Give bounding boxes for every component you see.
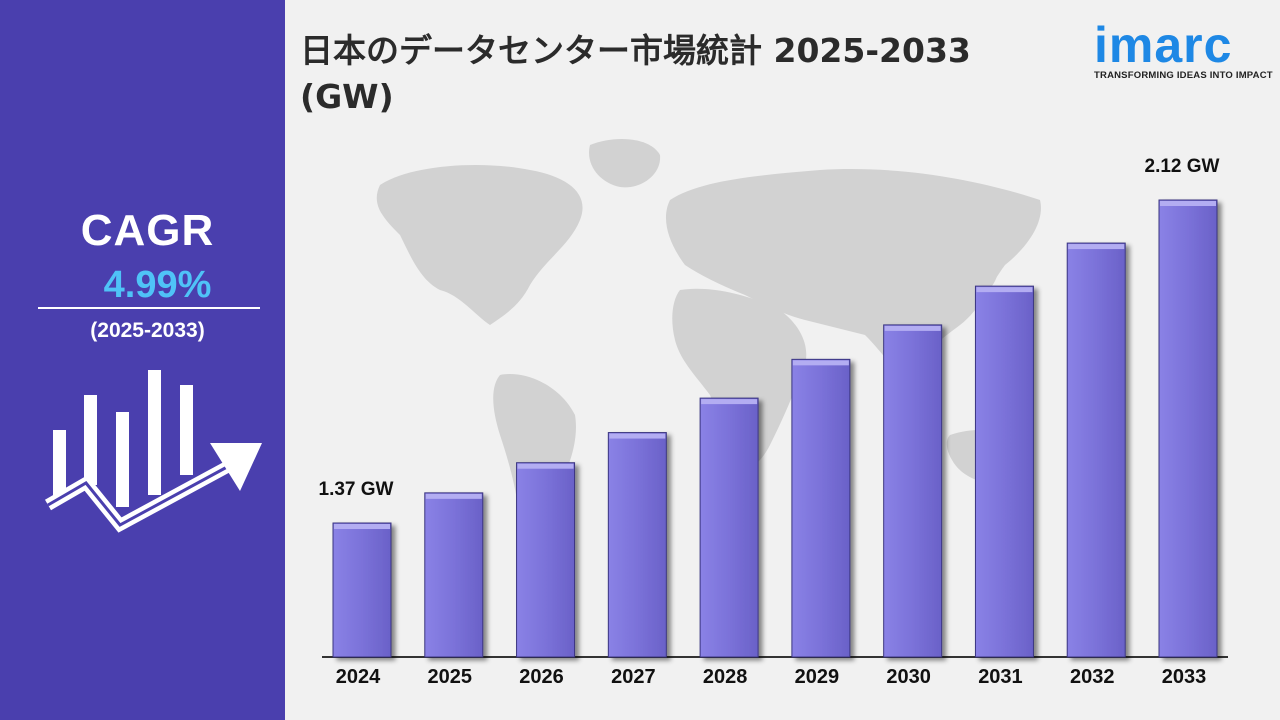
x-tick-label-2029: 2029	[795, 666, 840, 688]
x-tick-label-2033: 2033	[1162, 666, 1207, 688]
cagr-value: 4.99%	[103, 264, 212, 306]
bar-top-highlight-2032	[1068, 244, 1125, 250]
bar-2027	[607, 432, 667, 658]
bar-top-highlight-2031	[976, 287, 1033, 293]
bar-2024	[332, 522, 392, 658]
bar-top-highlight-2027	[609, 433, 666, 439]
x-tick-label-2030: 2030	[886, 666, 931, 688]
bar-2025	[424, 492, 484, 658]
cagr-period: (2025-2033)	[90, 319, 205, 342]
x-tick-label-2027: 2027	[611, 666, 656, 688]
chart-title: 日本のデータセンター市場統計 2025-2033 (GW)	[300, 31, 971, 116]
bar-top-highlight-2026	[517, 463, 574, 469]
bar-top-highlight-2033	[1160, 201, 1216, 206]
x-tick-label-2024: 2024	[336, 666, 381, 688]
cagr-label: CAGR	[80, 206, 215, 255]
bar-2030	[883, 324, 943, 658]
bar-top-highlight-2024	[334, 524, 390, 529]
bar-2026	[516, 462, 576, 658]
bar-2033	[1158, 199, 1218, 658]
growth-chart-icon	[44, 370, 262, 533]
bar-2031	[974, 285, 1034, 658]
bar-top-highlight-2029	[792, 360, 849, 366]
bar-2028	[699, 397, 759, 658]
bar-top-highlight-2030	[884, 325, 941, 331]
cagr-panel: CAGR 4.99% (2025-2033)	[0, 0, 285, 720]
brand-logo: imarc	[1094, 17, 1233, 73]
cagr-divider	[38, 307, 260, 309]
x-tick-label-2032: 2032	[1070, 666, 1115, 688]
bar-top-highlight-2025	[425, 493, 482, 499]
data-label-2024: 1.37 GW	[319, 479, 394, 500]
x-tick-label-2025: 2025	[428, 666, 473, 688]
world-map-background	[376, 139, 1041, 530]
x-tick-label-2026: 2026	[519, 666, 564, 688]
x-tick-label-2031: 2031	[978, 666, 1023, 688]
bar-2029	[791, 358, 851, 658]
data-label-2033: 2.12 GW	[1145, 156, 1220, 177]
bar-top-highlight-2028	[701, 399, 758, 405]
brand-tagline: TRANSFORMING IDEAS INTO IMPACT	[1094, 70, 1273, 81]
bar-2032	[1066, 242, 1126, 658]
x-tick-label-2028: 2028	[703, 666, 748, 688]
